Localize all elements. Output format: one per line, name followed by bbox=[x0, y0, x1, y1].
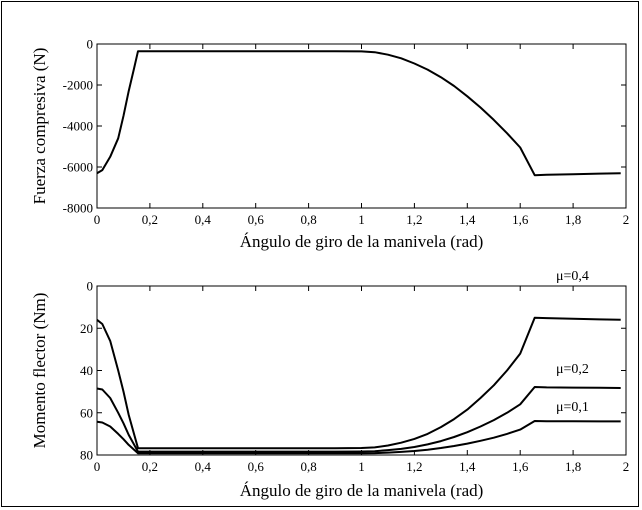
panel-1-x-tick-label: 0,8 bbox=[300, 212, 316, 227]
panel-2-x-tick-label: 0,2 bbox=[142, 459, 158, 474]
panel-2-x-tick-label: 1,8 bbox=[565, 459, 581, 474]
panel-2-x-axis-label: Ángulo de giro de la manivela (rad) bbox=[240, 481, 484, 500]
panel-2-x-tick-label: 2 bbox=[623, 459, 630, 474]
panel-2-series-line-3 bbox=[96, 420, 621, 455]
panel-1-y-tick-label: -2000 bbox=[63, 78, 93, 93]
panel-1-x-tick-label: 1 bbox=[358, 212, 365, 227]
panel-2-y-tick-label: 60 bbox=[80, 405, 93, 420]
panel-2-x-tick-label: 0,4 bbox=[195, 459, 212, 474]
panel-1-x-axis-label: Ángulo de giro de la manivela (rad) bbox=[240, 232, 484, 251]
panel-1-x-tick-label: 1,4 bbox=[459, 212, 476, 227]
panel-2-x-tick-label: 0 bbox=[94, 459, 101, 474]
panel-2-series-annotation-2: μ=0,2 bbox=[556, 362, 589, 377]
panel-2-series-annotation-3: μ=0,1 bbox=[556, 400, 589, 415]
panel-2-x-tick-label: 1,6 bbox=[512, 459, 529, 474]
panel-1-y-axis-label: Fuerza compresiva (N) bbox=[30, 48, 49, 205]
panel-1-x-tick-label: 1,8 bbox=[565, 212, 581, 227]
panel-1-y-tick-label: -6000 bbox=[63, 160, 93, 175]
panel-2-y-axis-label: Momento flector (Nm) bbox=[30, 293, 49, 449]
panel-2-y-tick-label: 0 bbox=[87, 279, 94, 294]
panel-2-y-tick-label: 80 bbox=[80, 448, 93, 463]
panel-2-series-annotation-1: μ=0,4 bbox=[556, 269, 589, 284]
panel-2-series-line-2 bbox=[96, 386, 621, 453]
panel-1-series-line-1 bbox=[96, 50, 621, 177]
panel-1-y-tick-label: -4000 bbox=[63, 119, 93, 134]
panel-1-y-tick-label: 0 bbox=[87, 37, 94, 52]
panel-1-x-tick-label: 2 bbox=[623, 212, 630, 227]
panel-2-series-line-1 bbox=[96, 316, 621, 450]
panel-2-x-tick-label: 1,2 bbox=[406, 459, 422, 474]
panel-2-y-tick-label: 20 bbox=[80, 321, 93, 336]
panel-1-axes-box bbox=[96, 43, 627, 209]
panel-2-y-tick-label: 40 bbox=[80, 363, 93, 378]
panel-1-x-tick-label: 1,6 bbox=[512, 212, 529, 227]
panel-1-x-tick-label: 0,4 bbox=[195, 212, 212, 227]
panel-1-x-tick-label: 0,2 bbox=[142, 212, 158, 227]
panel-1-y-tick-label: -8000 bbox=[63, 201, 93, 216]
panel-1-x-tick-label: 1,2 bbox=[406, 212, 422, 227]
panel-1-x-tick-label: 0,6 bbox=[248, 212, 265, 227]
panel-2-x-tick-label: 1 bbox=[358, 459, 365, 474]
panel-2-x-tick-label: 0,6 bbox=[248, 459, 265, 474]
panel-1-x-tick-label: 0 bbox=[94, 212, 101, 227]
panel-2-x-tick-label: 0,8 bbox=[300, 459, 316, 474]
panel-2-x-tick-label: 1,4 bbox=[459, 459, 476, 474]
panel-2-axes-box bbox=[96, 285, 627, 456]
